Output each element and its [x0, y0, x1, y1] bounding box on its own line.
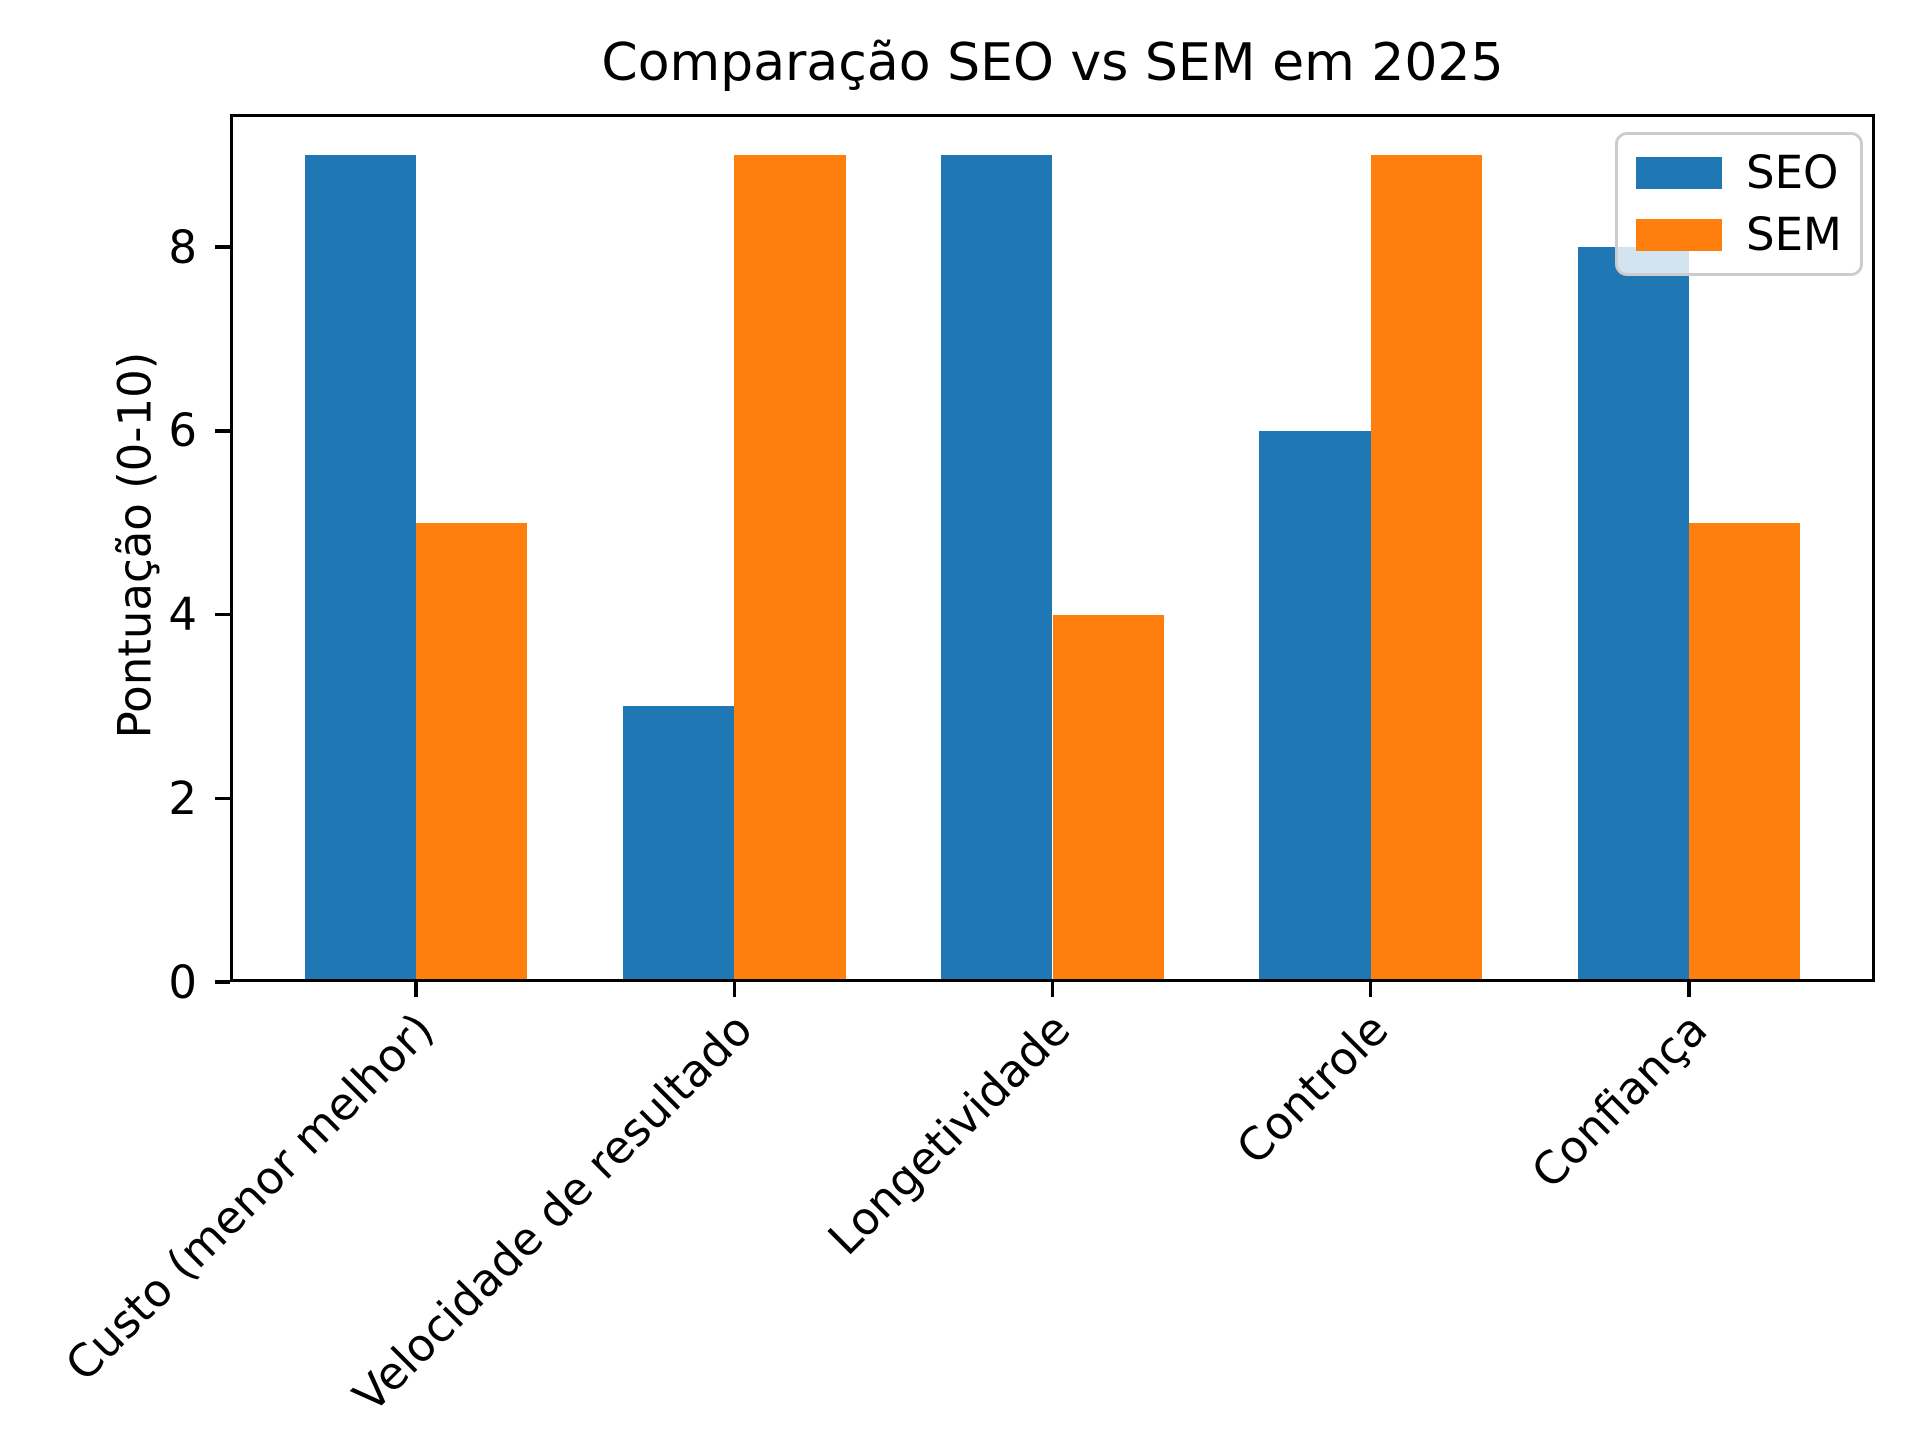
legend-label: SEM: [1746, 208, 1842, 261]
y-tick-label: 2: [168, 771, 197, 825]
chart-title: Comparação SEO vs SEM em 2025: [601, 33, 1504, 93]
bar-SEM-Confiança: [1688, 522, 1801, 982]
legend-label: SEO: [1746, 146, 1839, 199]
plot-area: [230, 114, 1875, 982]
bar-SEO-Custo (menor melhor): [304, 155, 417, 982]
x-tick-label: Custo (menor melhor): [55, 1002, 445, 1392]
bar-SEO-Longetividade: [941, 155, 1053, 982]
y-tick-label: 6: [168, 404, 197, 458]
bar-SEM-Longetividade: [1052, 614, 1164, 982]
bar-SEO-Confiança: [1577, 247, 1689, 982]
y-tick-mark: [215, 429, 230, 433]
bar-SEO-Controle: [1259, 430, 1371, 982]
y-tick-mark: [215, 612, 230, 617]
x-tick-label: Confiança: [1520, 1002, 1717, 1199]
x-tick-mark: [1687, 982, 1691, 997]
bar-SEO-Velocidade de resultado: [622, 706, 735, 982]
y-tick-label: 0: [168, 955, 197, 1009]
legend-row: SEM: [1636, 211, 1842, 259]
x-tick-mark: [1368, 982, 1373, 997]
x-tick-label: Controle: [1226, 1002, 1399, 1175]
x-tick-mark: [732, 982, 737, 997]
x-tick-mark: [414, 982, 418, 997]
y-tick-label: 8: [168, 220, 197, 274]
x-tick-mark: [1050, 982, 1055, 997]
legend-swatch-SEM: [1636, 219, 1722, 251]
y-tick-label: 4: [168, 588, 197, 642]
x-tick-label: Longetividade: [818, 1002, 1081, 1266]
legend: SEO SEM: [1615, 132, 1863, 276]
bar-SEM-Controle: [1370, 155, 1483, 982]
bar-SEM-Velocidade de resultado: [734, 155, 846, 982]
bar-SEM-Custo (menor melhor): [416, 522, 528, 982]
y-tick-mark: [215, 980, 230, 984]
legend-row: SEO: [1636, 149, 1842, 197]
y-axis-label: Pontuação (0-10): [108, 351, 162, 739]
y-tick-mark: [215, 245, 230, 249]
legend-swatch-SEO: [1636, 157, 1722, 189]
y-tick-mark: [215, 796, 230, 801]
